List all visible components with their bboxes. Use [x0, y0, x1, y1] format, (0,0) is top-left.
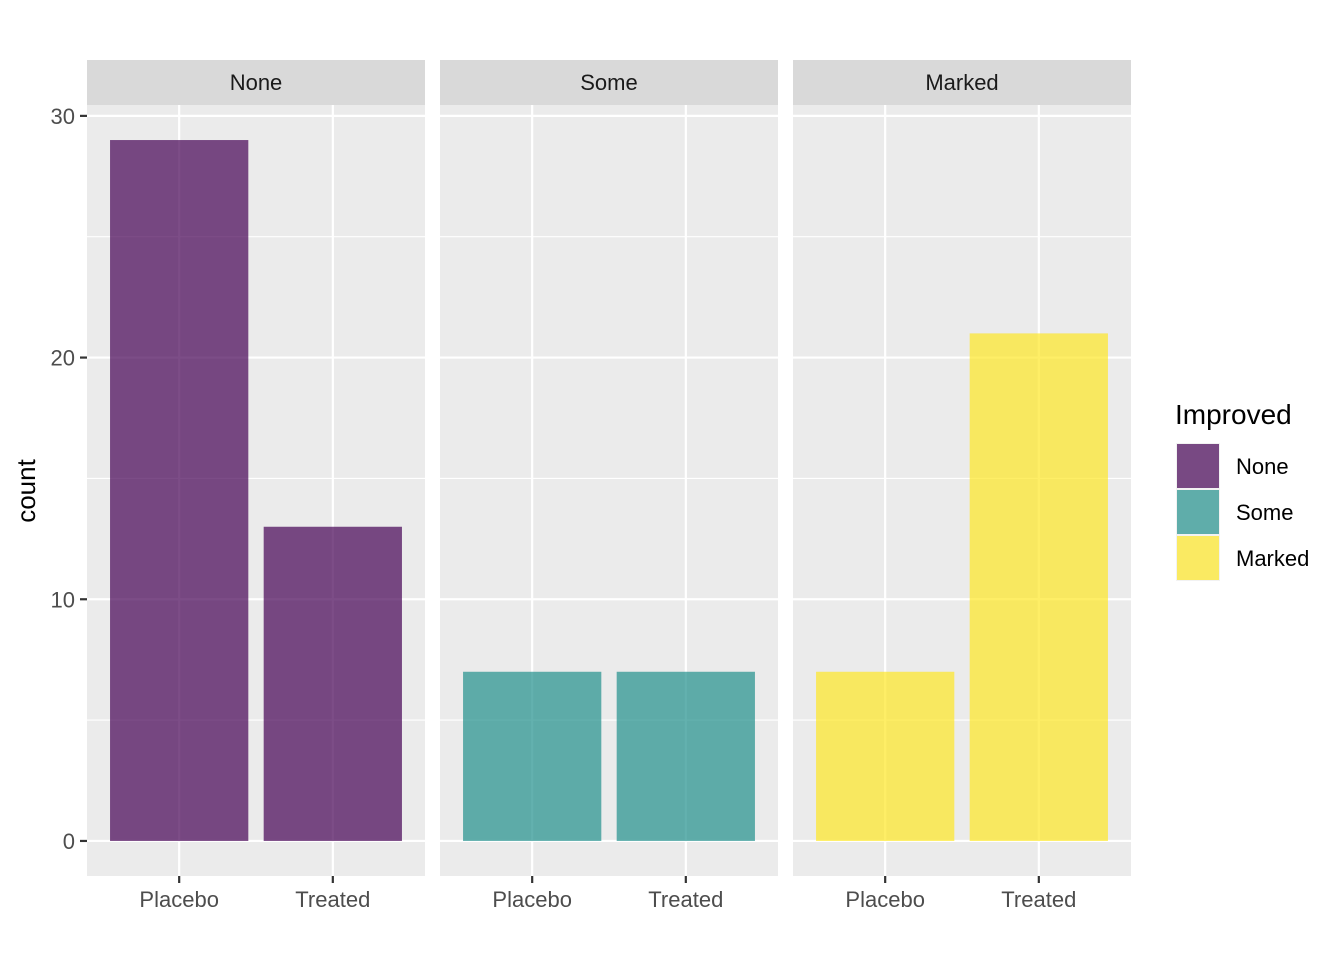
facet-panel-some: Some Placebo Treated [440, 60, 778, 912]
legend-entry-some: Some [1176, 489, 1293, 535]
y-tick-label: 0 [63, 829, 75, 854]
x-tick-label: Placebo [492, 887, 572, 912]
facet-panel-marked: Marked Placebo Treated [793, 60, 1131, 912]
y-tick-label: 30 [51, 104, 75, 129]
facet-strip [87, 60, 425, 105]
facet-strip-label: None [230, 70, 283, 95]
facet-strip-label: Marked [925, 70, 998, 95]
x-tick-label: Placebo [139, 887, 219, 912]
facet-strip-label: Some [580, 70, 637, 95]
legend-label: Some [1236, 500, 1293, 525]
bar-some-treated [616, 671, 755, 841]
legend-label: Marked [1236, 546, 1309, 571]
bar-none-placebo [110, 140, 249, 841]
legend-entry-none: None [1176, 443, 1289, 489]
bar-some-placebo [463, 671, 602, 841]
legend-swatch [1177, 536, 1219, 580]
facet-panel-none: None Placebo Treated [87, 60, 425, 912]
facet-strip [440, 60, 778, 105]
x-tick-label: Treated [648, 887, 723, 912]
x-tick-label: Treated [295, 887, 370, 912]
y-tick-label: 10 [51, 587, 75, 612]
bar-none-treated [263, 526, 402, 841]
legend-entry-marked: Marked [1176, 535, 1309, 581]
legend-swatch [1177, 444, 1219, 488]
y-tick-label: 20 [51, 346, 75, 371]
legend-title: Improved [1175, 399, 1292, 430]
y-axis-title: count [11, 458, 41, 522]
facet-strip [793, 60, 1131, 105]
x-tick-label: Treated [1001, 887, 1076, 912]
y-axis: 0 10 20 30 [51, 104, 87, 854]
legend-swatch [1177, 490, 1219, 534]
bar-marked-placebo [816, 671, 955, 841]
bar-marked-treated [969, 333, 1108, 841]
x-tick-label: Placebo [845, 887, 925, 912]
legend: Improved None Some Marked [1175, 399, 1309, 581]
legend-label: None [1236, 454, 1289, 479]
